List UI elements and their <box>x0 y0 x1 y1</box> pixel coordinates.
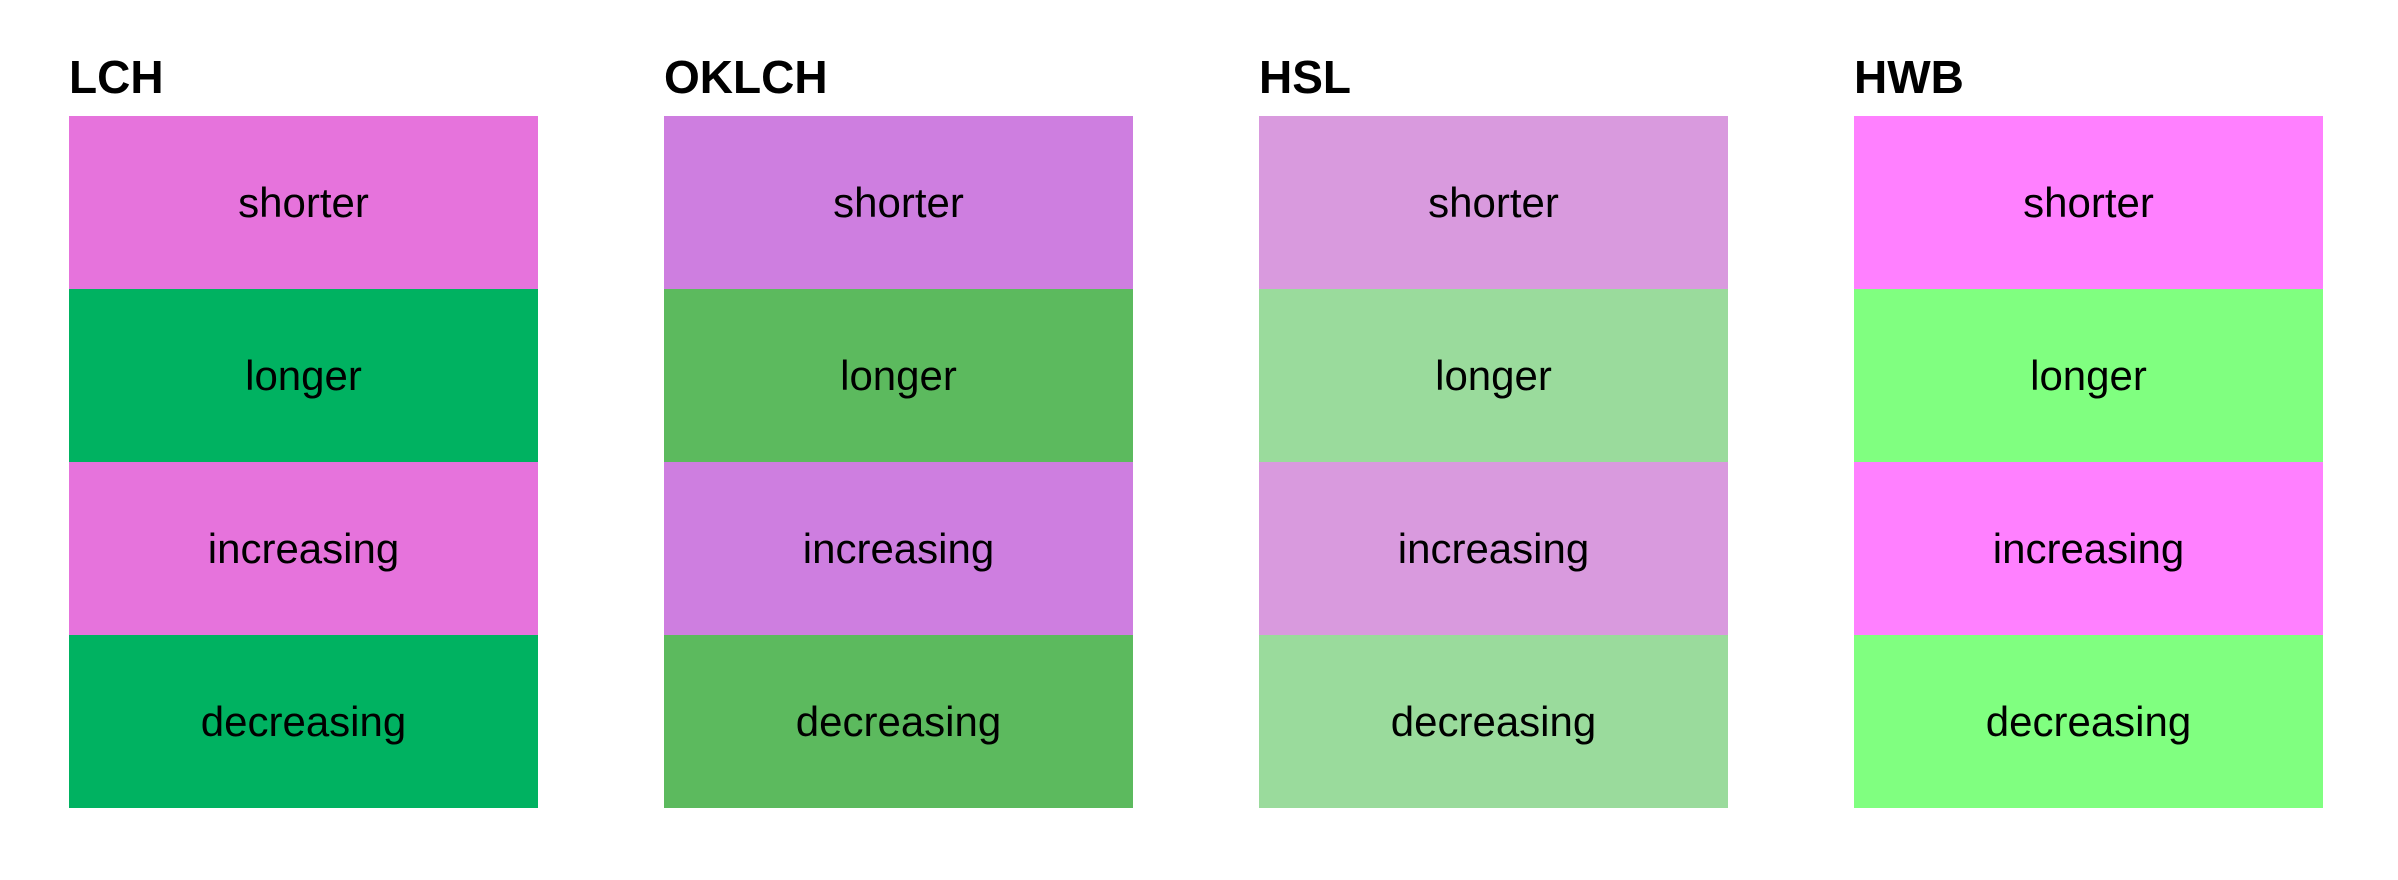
swatch-label: decreasing <box>1390 697 1597 745</box>
hue-interpolation-figure: LCH shorter longer increasing decreasing… <box>69 52 2323 808</box>
column-hwb: HWB shorter longer increasing decreasing <box>1854 52 2323 808</box>
swatch-stack: shorter longer increasing decreasing <box>69 116 538 808</box>
swatch-label: decreasing <box>795 697 1002 745</box>
color-swatch: shorter <box>1854 116 2323 289</box>
column-lch: LCH shorter longer increasing decreasing <box>69 52 538 808</box>
swatch-label: increasing <box>1397 524 1590 572</box>
color-swatch: shorter <box>69 116 538 289</box>
column-title: HSL <box>1259 51 1351 103</box>
color-swatch: decreasing <box>1259 635 1728 808</box>
column-title: LCH <box>69 51 164 103</box>
swatch-label: decreasing <box>1985 697 2192 745</box>
swatch-label: longer <box>1435 351 1552 399</box>
swatch-label: longer <box>840 351 957 399</box>
color-swatch: longer <box>664 289 1133 462</box>
color-swatch: shorter <box>664 116 1133 289</box>
swatch-label: increasing <box>1992 524 2185 572</box>
swatch-label: shorter <box>1428 178 1559 226</box>
swatch-label: increasing <box>802 524 995 572</box>
swatch-stack: shorter longer increasing decreasing <box>1259 116 1728 808</box>
color-swatch: shorter <box>1259 116 1728 289</box>
swatch-stack: shorter longer increasing decreasing <box>1854 116 2323 808</box>
column-hsl: HSL shorter longer increasing decreasing <box>1259 52 1728 808</box>
swatch-label: shorter <box>833 178 964 226</box>
color-swatch: decreasing <box>664 635 1133 808</box>
swatch-label: longer <box>245 351 362 399</box>
column-oklch: OKLCH shorter longer increasing decreasi… <box>664 52 1133 808</box>
swatch-label: shorter <box>2023 178 2154 226</box>
color-swatch: increasing <box>664 462 1133 635</box>
swatch-label: longer <box>2030 351 2147 399</box>
color-swatch: longer <box>1259 289 1728 462</box>
column-title: OKLCH <box>664 51 828 103</box>
color-swatch: increasing <box>69 462 538 635</box>
swatch-label: decreasing <box>200 697 407 745</box>
color-swatch: decreasing <box>69 635 538 808</box>
swatch-stack: shorter longer increasing decreasing <box>664 116 1133 808</box>
color-swatch: decreasing <box>1854 635 2323 808</box>
swatch-label: increasing <box>207 524 400 572</box>
color-swatch: increasing <box>1259 462 1728 635</box>
color-swatch: longer <box>1854 289 2323 462</box>
swatch-label: shorter <box>238 178 369 226</box>
color-swatch: increasing <box>1854 462 2323 635</box>
column-title: HWB <box>1854 51 1964 103</box>
color-swatch: longer <box>69 289 538 462</box>
